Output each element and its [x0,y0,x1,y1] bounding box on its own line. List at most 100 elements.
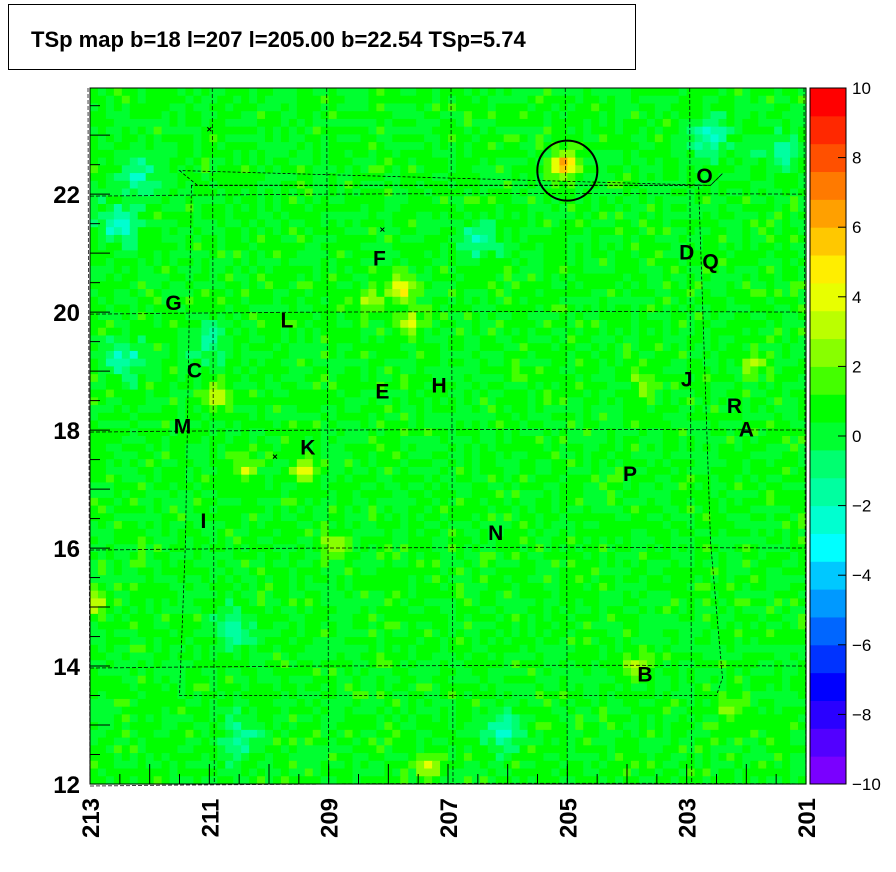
heatmap-cell [591,250,600,259]
heatmap-cell [328,204,338,213]
heatmap-cell [344,350,354,360]
heatmap-cell [790,95,799,105]
heatmap-cell [790,466,799,476]
heatmap-cell [551,242,560,251]
heatmap-cell [257,118,266,128]
heatmap-cell [424,350,433,360]
heatmap-cell [646,459,656,468]
heatmap-cell [424,466,433,476]
heatmap-cell [448,157,457,166]
heatmap-cell [543,505,553,514]
heatmap-cell [432,134,441,143]
heatmap-cell [686,443,696,453]
heatmap-cell [782,173,791,182]
heatmap-cell [551,459,560,468]
heatmap-cell [638,188,648,197]
heatmap-cell [241,173,250,182]
heatmap-cell [105,350,115,360]
heatmap-cell [455,188,465,197]
heatmap-cell [455,157,465,166]
heatmap-cell [233,436,242,445]
heatmap-cell [209,312,218,321]
heatmap-cell [583,142,592,151]
heatmap-cell [670,95,680,105]
heatmap-cell [551,296,560,306]
heatmap-cell [798,265,807,275]
heatmap-cell [559,366,568,375]
heatmap-cell [384,234,393,244]
heatmap-cell [734,451,743,460]
heatmap-cell [360,165,370,174]
heatmap-cell [225,320,234,329]
heatmap-cell [479,118,489,128]
heatmap-cell [288,219,298,228]
heatmap-cell [344,420,354,429]
heatmap-cell [336,513,346,522]
heatmap-cell [288,513,298,522]
heatmap-cell [137,118,147,128]
heatmap-cell [559,165,568,174]
heatmap-cell [726,296,735,306]
heatmap-cell [567,88,576,97]
heatmap-cell [734,196,743,205]
heatmap-cell [694,312,704,321]
heatmap-cell [408,381,417,391]
heatmap-cell [782,320,791,329]
heatmap-cell [742,103,751,112]
heatmap-cell [312,428,322,437]
heatmap-cell [185,173,195,182]
heatmap-cell [607,420,616,429]
heatmap-cell [559,381,568,391]
heatmap-cell [272,474,282,483]
heatmap-cell [153,490,163,499]
heatmap-cell [416,374,425,383]
heatmap-cell [424,497,433,507]
heatmap-cell [463,474,473,483]
heatmap-cell [591,312,600,321]
heatmap-cell [503,327,513,337]
heatmap-cell [217,258,226,267]
heatmap-cell [448,335,457,344]
heatmap-cell [368,420,377,429]
heatmap-cell [368,211,377,221]
heatmap-cell [129,358,139,367]
heatmap-cell [766,389,775,398]
heatmap-cell [782,389,791,398]
heatmap-cell [798,242,807,251]
heatmap-cell [686,242,696,251]
heatmap-cell [233,95,242,105]
heatmap-cell [471,366,481,375]
heatmap-cell [630,466,640,476]
heatmap-cell [726,157,735,166]
heatmap-cell [249,304,258,313]
heatmap-cell [527,234,537,244]
heatmap-cell [225,482,234,491]
heatmap-cell [352,289,362,298]
heatmap-cell [678,296,688,306]
heatmap-cell [129,343,139,352]
heatmap-cell [249,88,258,97]
heatmap-cell [607,389,616,398]
heatmap-cell [105,281,115,290]
heatmap-cell [678,474,688,483]
heatmap-cell [607,265,616,275]
heatmap-cell [209,358,218,367]
heatmap-cell [495,157,505,166]
heatmap-cell [479,335,489,344]
heatmap-cell [225,157,234,166]
heatmap-cell [352,405,362,414]
heatmap-cell [265,103,274,112]
heatmap-cell [209,289,218,298]
heatmap-cell [511,428,521,437]
heatmap-cell [599,165,608,174]
heatmap-cell [217,451,226,460]
heatmap-cell [694,497,704,507]
heatmap-cell [782,451,791,460]
heatmap-cell [455,304,465,313]
heatmap-cell [798,451,807,460]
heatmap-cell [272,466,282,476]
heatmap-cell [646,482,656,491]
heatmap-cell [543,227,553,236]
heatmap-cell [702,95,712,105]
heatmap-cell [591,111,600,120]
